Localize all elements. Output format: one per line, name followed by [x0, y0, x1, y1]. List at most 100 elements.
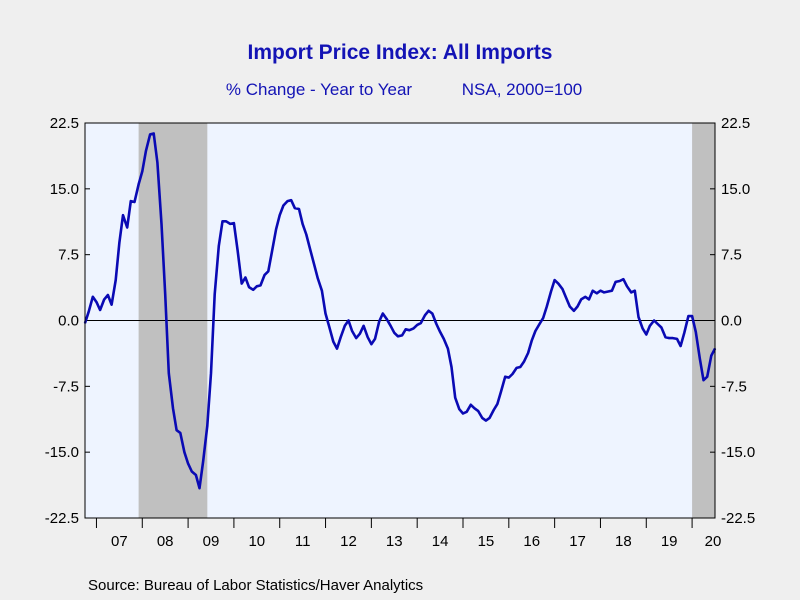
data-point [248, 286, 250, 288]
data-point [519, 366, 522, 368]
data-point [672, 337, 674, 339]
data-point [469, 403, 472, 406]
data-point [694, 331, 697, 333]
data-point [256, 285, 258, 288]
data-point [530, 339, 533, 342]
data-point [359, 332, 361, 335]
data-point [206, 425, 209, 427]
data-point [240, 282, 243, 285]
data-point [435, 323, 438, 325]
data-point [618, 280, 621, 282]
data-point [634, 289, 636, 292]
data-point [508, 376, 510, 379]
data-point [427, 310, 430, 312]
data-point [321, 289, 323, 292]
data-point [481, 417, 484, 419]
data-point [130, 200, 132, 202]
data-point [164, 293, 166, 295]
data-point [263, 274, 266, 276]
data-point [515, 367, 518, 369]
plot-area: 22.5 22.5 15.0 15.0 7.5 7.5 0.0 0.0 -7.5 -7.5 -15.… [45, 115, 755, 550]
data-point [290, 199, 292, 202]
data-point [233, 222, 235, 224]
data-point [591, 289, 594, 292]
data-point [676, 338, 678, 340]
data-point [611, 289, 613, 292]
data-point [217, 245, 220, 247]
data-point [588, 298, 590, 301]
data-point [213, 293, 216, 295]
data-point [343, 324, 346, 327]
data-point [546, 305, 548, 308]
data-point [355, 337, 358, 339]
x-tick-label: 18 [615, 533, 632, 550]
data-point [496, 403, 499, 405]
data-point [660, 326, 663, 329]
data-point [339, 336, 342, 338]
data-point [87, 310, 90, 313]
plot-frame [84, 122, 716, 519]
data-point [679, 345, 682, 347]
data-point [179, 432, 182, 434]
data-point [702, 379, 705, 381]
data-point [439, 331, 441, 333]
data-point [103, 298, 106, 301]
y-tick-label-right: 7.5 [721, 247, 742, 264]
data-point [542, 317, 544, 319]
data-point [309, 249, 312, 252]
y-tick-label-left: 22.5 [50, 115, 79, 132]
data-point [488, 417, 491, 419]
data-point [442, 338, 445, 340]
x-tick-label: 13 [386, 533, 403, 550]
data-point [221, 220, 224, 223]
data-point [259, 284, 262, 287]
data-point [107, 294, 109, 296]
data-point [473, 407, 476, 410]
data-point [447, 347, 449, 350]
y-tick-label-right: 22.5 [721, 115, 750, 132]
data-point [668, 337, 670, 339]
x-tick-label: 08 [157, 533, 174, 550]
data-point [141, 170, 144, 173]
data-point [294, 207, 296, 209]
data-point [630, 291, 632, 294]
data-point [282, 204, 285, 207]
data-point [378, 320, 380, 323]
y-tick-label-left: -7.5 [53, 378, 79, 395]
data-point [637, 316, 640, 318]
data-point [172, 407, 174, 410]
x-tick-label: 12 [340, 533, 357, 550]
data-point [271, 251, 273, 253]
data-point [504, 375, 506, 378]
chart-title: Import Price Index: All Imports [248, 41, 553, 64]
data-point [454, 396, 457, 399]
data-point [382, 312, 384, 315]
data-point [565, 296, 567, 299]
y-tick-label-left: -22.5 [45, 510, 79, 527]
data-point [202, 460, 205, 462]
x-tick-label: 10 [248, 533, 265, 550]
data-point [538, 323, 541, 325]
data-point [366, 336, 369, 338]
data-point [126, 226, 128, 229]
data-point [500, 390, 502, 393]
x-tick-label: 09 [203, 533, 220, 550]
data-point [168, 372, 170, 374]
data-point [595, 292, 598, 295]
data-point [298, 208, 300, 210]
data-point [225, 220, 227, 223]
data-point [316, 277, 319, 280]
data-point [95, 301, 98, 303]
data-point [607, 290, 610, 293]
y-tick-label-left: 7.5 [58, 247, 79, 264]
data-point [210, 372, 212, 374]
data-point [351, 330, 353, 332]
chart-subtitle: % Change - Year to Year [226, 80, 413, 99]
data-point [404, 328, 407, 331]
data-point [374, 338, 376, 340]
data-point [385, 317, 388, 320]
data-point [362, 324, 365, 327]
data-point [336, 347, 338, 350]
data-point [244, 276, 247, 279]
